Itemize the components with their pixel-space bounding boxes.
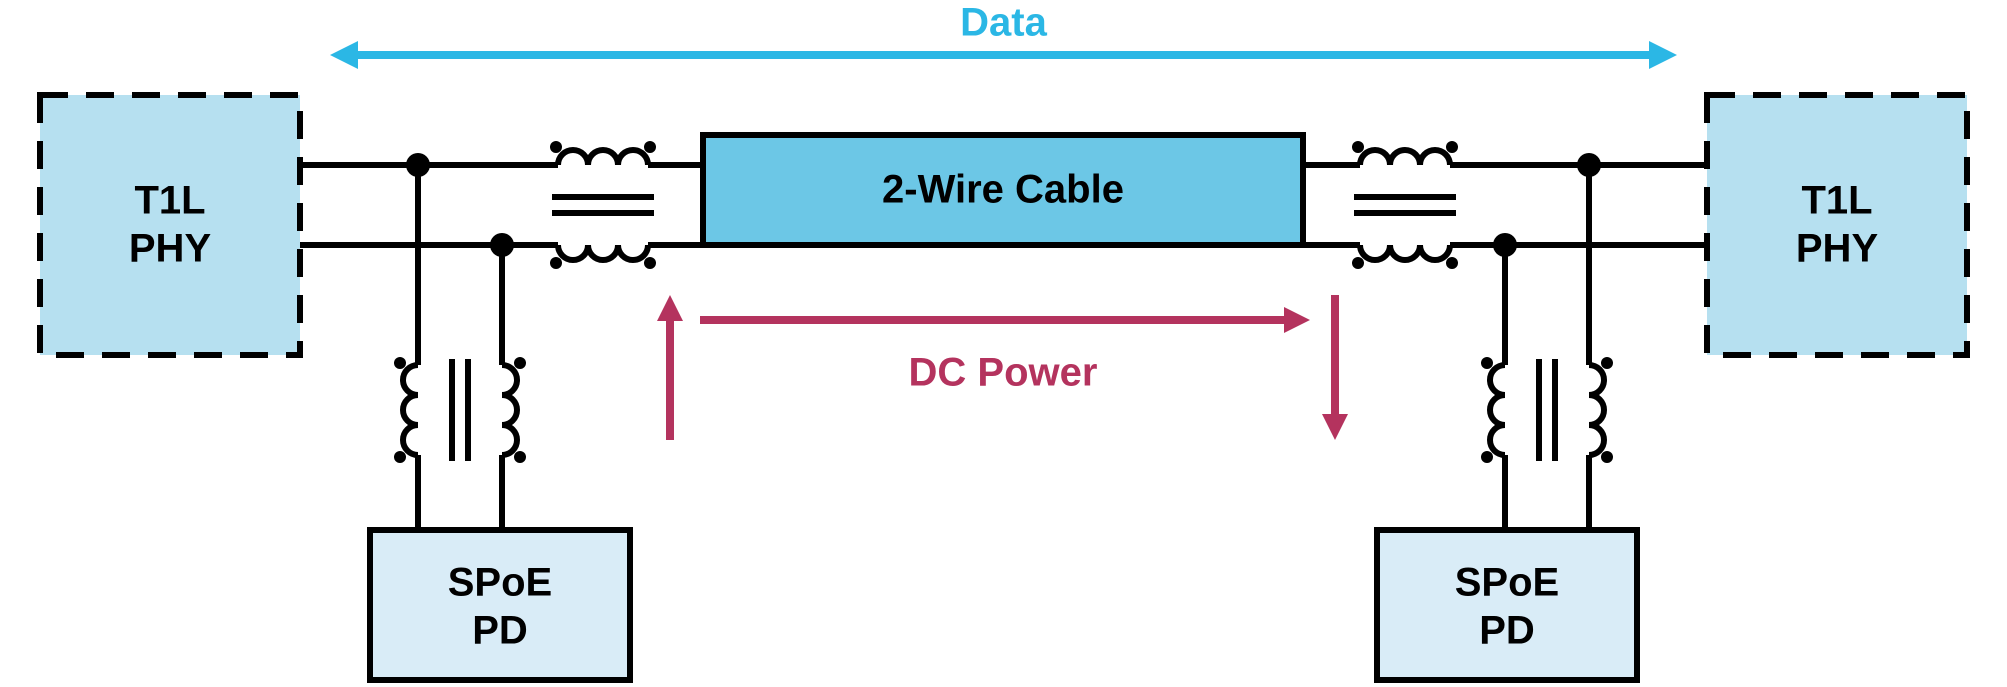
transformer-h-left xyxy=(550,141,656,269)
data-arrow xyxy=(330,41,1677,69)
svg-text:2-Wire Cable: 2-Wire Cable xyxy=(882,168,1124,212)
svg-text:T1L: T1L xyxy=(1801,179,1872,223)
svg-text:PHY: PHY xyxy=(129,227,212,271)
svg-text:SPoE: SPoE xyxy=(1455,561,1559,605)
transformer-h-right xyxy=(1352,141,1458,269)
svg-text:SPoE: SPoE xyxy=(448,561,552,605)
svg-text:DC Power: DC Power xyxy=(909,351,1098,395)
transformer-v-right xyxy=(1481,357,1613,463)
svg-text:T1L: T1L xyxy=(134,179,205,223)
phy-right-box xyxy=(1707,95,1967,355)
svg-text:PD: PD xyxy=(1479,609,1535,653)
svg-text:PD: PD xyxy=(472,609,528,653)
spoe-diagram: T1LPHYT1LPHY2-Wire CableSPoEPDSPoEPDData… xyxy=(0,0,2007,687)
transformer-v-left xyxy=(394,357,526,463)
phy-left-box xyxy=(40,95,300,355)
svg-text:PHY: PHY xyxy=(1796,227,1879,271)
spoe-right-box xyxy=(1377,530,1637,680)
spoe-left-box xyxy=(370,530,630,680)
svg-text:Data: Data xyxy=(960,1,1047,45)
